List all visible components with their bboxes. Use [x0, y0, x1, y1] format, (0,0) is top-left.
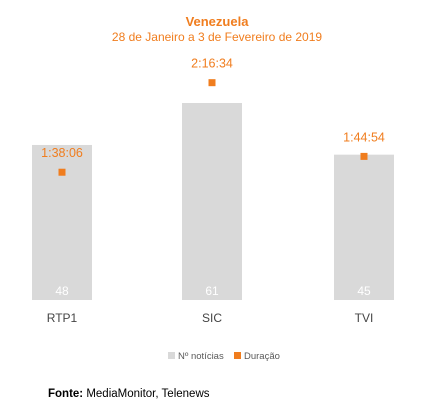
legend-label-duration: Duração	[244, 351, 280, 362]
duration-label: 1:38:06	[41, 146, 83, 160]
chart-title: Venezuela	[186, 14, 250, 29]
bar-tvi	[334, 154, 394, 300]
bar-rtp1	[32, 144, 92, 300]
duration-label: 2:16:34	[191, 57, 233, 71]
duration-point-sic	[208, 79, 216, 87]
source-text: MediaMonitor, Telenews	[83, 388, 210, 400]
duration-point-rtp1	[58, 168, 66, 176]
duration-label: 1:44:54	[343, 130, 385, 144]
legend-label-news-count: Nº notícias	[178, 351, 224, 362]
bar-value-label: 48	[55, 284, 69, 298]
legend: Nº notícias Duração	[168, 351, 280, 362]
chart-subtitle: 28 de Janeiro a 3 de Fevereiro de 2019	[112, 30, 322, 44]
source-label: Fonte:	[48, 388, 84, 400]
bar-sic	[182, 103, 242, 300]
duration-point-tvi	[360, 152, 368, 160]
bars-layer: 48 RTP1 1:38:06 61 SIC 2:16:34 45 TVI 1:44:54	[32, 57, 394, 325]
legend-swatch-news-count	[168, 352, 175, 359]
category-label: RTP1	[47, 311, 78, 325]
bar-value-label: 45	[357, 284, 371, 298]
source-note: Fonte: MediaMonitor, Telenews	[48, 388, 210, 400]
legend-swatch-duration	[234, 352, 241, 359]
category-label: SIC	[202, 311, 222, 325]
category-label: TVI	[355, 311, 374, 325]
bar-value-label: 61	[205, 284, 219, 298]
